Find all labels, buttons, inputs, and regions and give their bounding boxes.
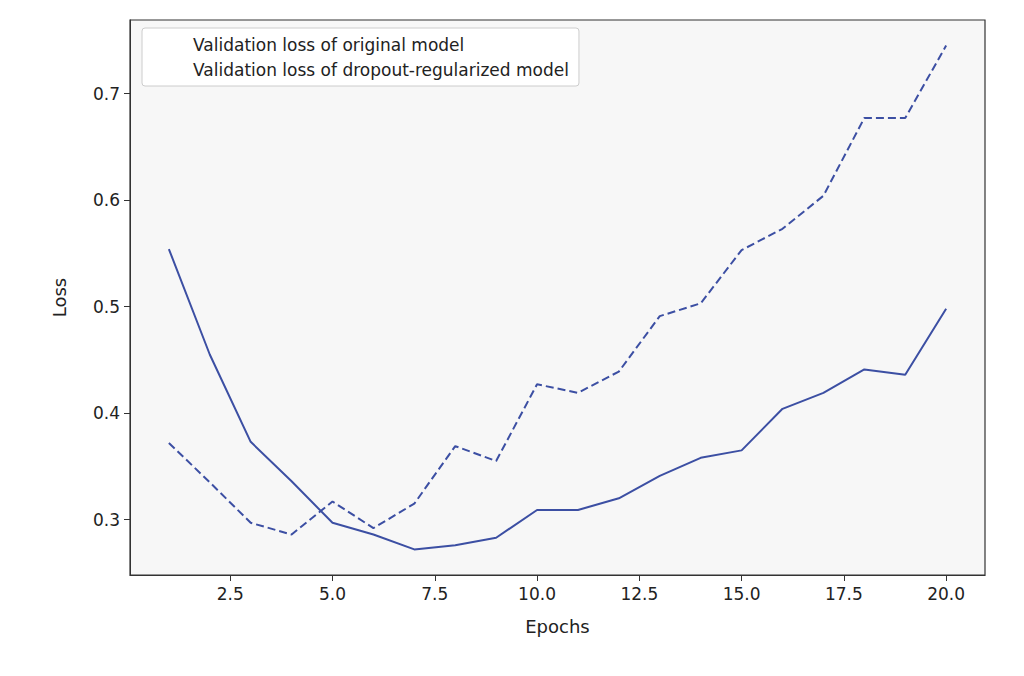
svg-text:0.7: 0.7 xyxy=(93,84,120,104)
svg-text:Validation loss of dropout-reg: Validation loss of dropout-regularized m… xyxy=(193,60,569,80)
svg-text:0.5: 0.5 xyxy=(93,297,120,317)
svg-text:12.5: 12.5 xyxy=(620,584,658,604)
svg-text:20.0: 20.0 xyxy=(927,584,965,604)
svg-text:Validation loss of original mo: Validation loss of original model xyxy=(193,35,464,55)
svg-text:0.4: 0.4 xyxy=(93,403,120,423)
svg-text:10.0: 10.0 xyxy=(518,584,556,604)
svg-text:Loss: Loss xyxy=(49,278,70,317)
svg-text:0.6: 0.6 xyxy=(93,190,120,210)
svg-text:2.5: 2.5 xyxy=(217,584,244,604)
svg-text:7.5: 7.5 xyxy=(421,584,448,604)
svg-text:15.0: 15.0 xyxy=(723,584,761,604)
svg-text:17.5: 17.5 xyxy=(825,584,863,604)
svg-text:5.0: 5.0 xyxy=(319,584,346,604)
svg-text:0.3: 0.3 xyxy=(93,510,120,530)
svg-text:Epochs: Epochs xyxy=(525,616,590,637)
